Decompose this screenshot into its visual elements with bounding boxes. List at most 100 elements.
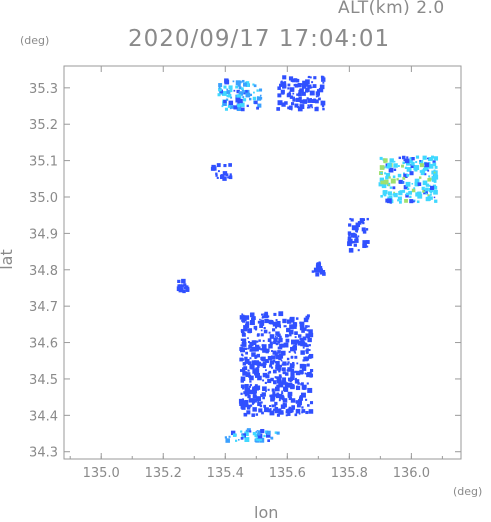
echo-cell bbox=[413, 187, 416, 190]
echo-cell bbox=[247, 394, 251, 399]
echo-cell bbox=[304, 356, 310, 361]
echo-cell bbox=[233, 105, 238, 110]
echo-cell bbox=[380, 172, 383, 175]
echo-cell bbox=[297, 401, 302, 406]
echo-cell bbox=[248, 385, 251, 388]
echo-cell bbox=[228, 175, 233, 180]
echo-cell bbox=[298, 92, 302, 97]
echo-cell bbox=[315, 106, 319, 110]
echo-cell bbox=[301, 83, 304, 86]
echo-cell bbox=[362, 243, 367, 249]
echo-cell bbox=[269, 371, 271, 374]
echo-cell bbox=[252, 96, 257, 101]
echo-cell bbox=[406, 187, 410, 190]
echo-cell bbox=[267, 378, 272, 384]
echo-cell bbox=[224, 78, 229, 83]
echo-cell bbox=[269, 405, 272, 407]
echo-cell bbox=[428, 162, 431, 165]
echo-cell bbox=[280, 393, 283, 396]
echo-cell bbox=[404, 166, 408, 169]
echo-cell bbox=[403, 173, 408, 179]
echo-cell bbox=[350, 218, 354, 222]
echo-cell bbox=[257, 401, 262, 407]
echo-cell bbox=[268, 319, 274, 325]
echo-cell bbox=[379, 156, 383, 160]
echo-cell bbox=[240, 344, 243, 347]
echo-cell bbox=[271, 388, 275, 392]
echo-cell bbox=[239, 347, 244, 351]
echo-cell bbox=[389, 195, 393, 200]
echo-cell bbox=[262, 363, 265, 366]
echo-cell bbox=[241, 332, 246, 336]
echo-cell bbox=[430, 193, 432, 196]
echo-cell bbox=[269, 394, 272, 398]
echo-cell bbox=[218, 86, 221, 89]
echo-cell bbox=[393, 168, 397, 172]
echo-cell bbox=[259, 96, 263, 100]
echo-cell bbox=[298, 399, 302, 403]
echo-cell bbox=[429, 185, 435, 190]
echo-cell bbox=[240, 379, 244, 383]
echo-cell bbox=[265, 390, 267, 393]
echo-cell bbox=[388, 167, 394, 173]
echo-cell bbox=[302, 336, 307, 341]
echo-cell bbox=[242, 96, 245, 99]
echo-cell bbox=[260, 333, 264, 337]
echo-cell bbox=[255, 431, 258, 433]
echo-cell bbox=[278, 399, 281, 402]
echo-cell bbox=[227, 94, 232, 98]
echo-cell bbox=[256, 369, 259, 372]
echo-cell bbox=[309, 373, 314, 378]
echo-cell bbox=[294, 336, 297, 339]
echo-cell bbox=[261, 344, 267, 349]
echo-cell bbox=[271, 404, 275, 408]
echo-cell bbox=[273, 340, 277, 345]
echo-cell bbox=[314, 99, 319, 104]
echo-cell bbox=[249, 348, 253, 352]
x-tick-label: 135.4 bbox=[207, 466, 244, 481]
echo-cell bbox=[249, 375, 254, 381]
echo-cell bbox=[297, 371, 301, 375]
echo-cell bbox=[315, 91, 321, 96]
echo-cell bbox=[299, 369, 304, 375]
echo-cell bbox=[294, 331, 298, 335]
echo-cell bbox=[290, 102, 295, 106]
echo-cell bbox=[269, 364, 273, 368]
echo-cell bbox=[284, 101, 288, 105]
echo-cell bbox=[258, 339, 261, 342]
echo-cell bbox=[248, 344, 253, 349]
echo-cell bbox=[288, 350, 291, 353]
echo-cell bbox=[286, 363, 289, 366]
echo-cell bbox=[431, 177, 436, 182]
echo-cell bbox=[401, 155, 406, 160]
echo-cell bbox=[226, 94, 230, 98]
echo-cell bbox=[361, 227, 366, 232]
echo-cell bbox=[244, 358, 250, 364]
echo-cell bbox=[322, 76, 325, 79]
echo-cell bbox=[305, 325, 308, 328]
echo-cell bbox=[225, 173, 229, 177]
echo-cell bbox=[211, 164, 216, 170]
echo-cell bbox=[405, 181, 411, 187]
echo-cell bbox=[302, 346, 305, 349]
echo-cell bbox=[366, 245, 369, 248]
echo-cell bbox=[262, 379, 265, 382]
echo-cell bbox=[322, 81, 325, 84]
echo-cell bbox=[281, 392, 284, 395]
echo-cell bbox=[257, 103, 262, 108]
echo-cell bbox=[298, 412, 301, 415]
echo-cell bbox=[305, 344, 309, 348]
echo-cell bbox=[240, 430, 243, 433]
echo-cell bbox=[285, 414, 288, 417]
echo-cell bbox=[295, 339, 299, 344]
echo-cell bbox=[406, 156, 409, 159]
echo-cell bbox=[292, 407, 295, 410]
echo-cell bbox=[240, 376, 246, 382]
echo-cell bbox=[320, 100, 326, 106]
echo-cell bbox=[353, 243, 357, 247]
echo-cell bbox=[246, 406, 251, 410]
echo-cell bbox=[320, 269, 326, 275]
echo-cell bbox=[240, 436, 244, 440]
echo-cell bbox=[294, 379, 300, 384]
echo-cell bbox=[305, 350, 309, 354]
